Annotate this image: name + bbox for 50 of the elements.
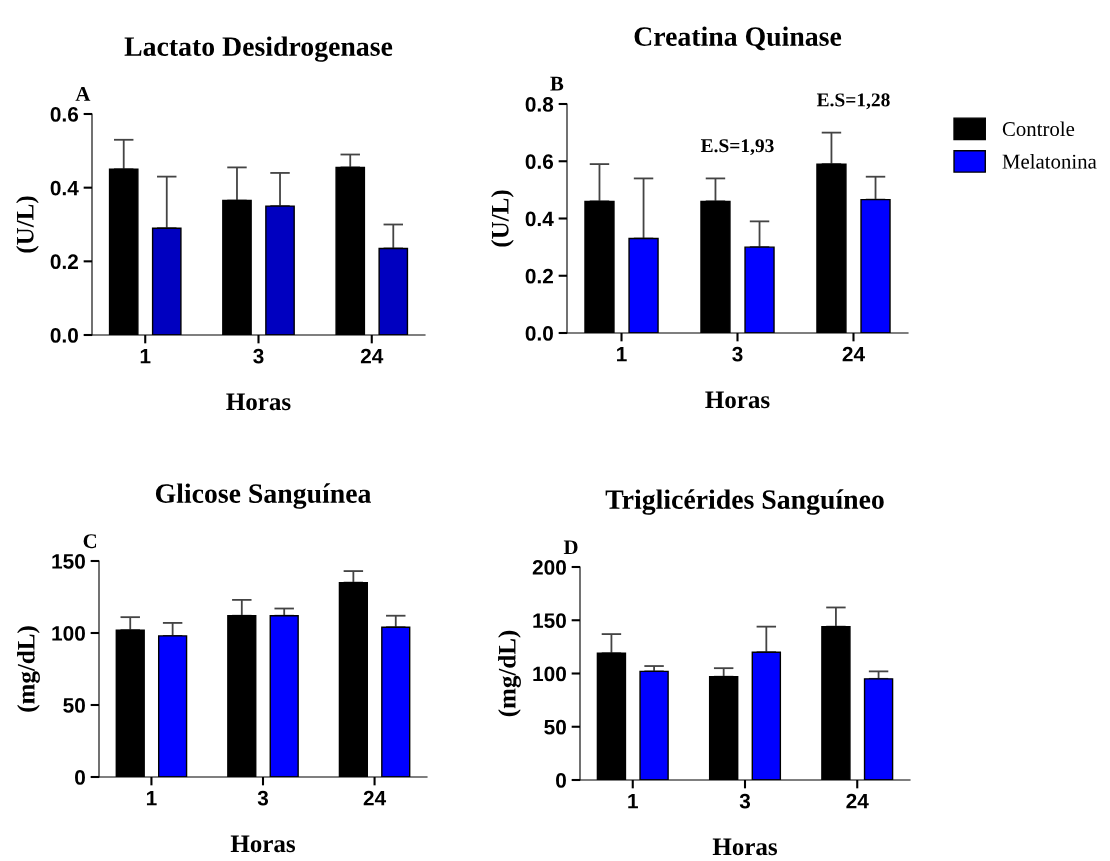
- legend-label: Controle: [1002, 121, 1075, 137]
- y-tick-label: 0.2: [525, 268, 553, 284]
- chart-title: Glicose Sanguínea: [155, 483, 372, 509]
- y-tick-label: 0.8: [525, 97, 554, 112]
- x-tick-label: 3: [253, 348, 264, 364]
- x-tick-label: 1: [140, 348, 151, 364]
- y-tick-label: 150: [52, 554, 85, 569]
- y-tick-label: 50: [544, 719, 566, 735]
- y-axis-title: (mg/dL): [17, 626, 40, 712]
- y-tick-label: 200: [532, 560, 566, 575]
- annotation: E.S=1,93: [700, 139, 774, 156]
- x-axis-title: Horas: [705, 391, 770, 409]
- text: A: [75, 86, 91, 101]
- y-tick-label: 0.6: [50, 107, 79, 122]
- y-tick-label: 0: [556, 773, 566, 788]
- y-axis-title: (U/L): [16, 196, 39, 253]
- y-tick-label: 0: [75, 770, 85, 785]
- chart-title: Triglicérides Sanguíneo: [605, 489, 884, 515]
- y-tick-label: 150: [533, 613, 566, 628]
- y-tick-label: 100: [533, 666, 566, 682]
- x-tick-label: 24: [360, 348, 384, 364]
- x-axis-title: Horas: [230, 835, 296, 853]
- x-tick-label: 1: [146, 790, 157, 806]
- annotation: E.S=1,28: [816, 93, 890, 110]
- x-tick-label: 24: [846, 793, 869, 809]
- x-tick-label: 1: [628, 793, 638, 809]
- text: B: [550, 76, 564, 91]
- chart-title: Creatina Quinase: [634, 26, 842, 51]
- y-tick-label: 100: [52, 626, 85, 641]
- x-tick-label: 24: [363, 790, 387, 806]
- x-tick-label: 1: [617, 346, 627, 362]
- y-tick-label: 0.4: [50, 180, 79, 196]
- x-axis-title: Horas: [226, 393, 291, 411]
- y-tick-label: 50: [63, 698, 85, 713]
- y-tick-label: 0.4: [525, 211, 554, 227]
- x-tick-label: 3: [732, 346, 743, 362]
- y-tick-label: 0.0: [525, 326, 553, 341]
- chart-title: Lactato Desidrogenase: [124, 36, 393, 62]
- y-tick-label: 0.0: [50, 328, 78, 343]
- x-tick-label: 3: [739, 793, 751, 809]
- x-tick-label: 3: [257, 790, 269, 806]
- y-tick-label: 0.2: [50, 254, 78, 270]
- text: D: [563, 540, 578, 555]
- x-axis-title: Horas: [712, 838, 778, 856]
- y-axis-title: (U/L): [491, 190, 514, 247]
- x-tick-label: 24: [842, 346, 865, 362]
- y-axis-title: (mg/dL): [498, 630, 521, 717]
- y-tick-label: 0.6: [525, 154, 554, 169]
- text: C: [83, 534, 97, 549]
- legend-label: Melatonina: [1002, 153, 1097, 169]
